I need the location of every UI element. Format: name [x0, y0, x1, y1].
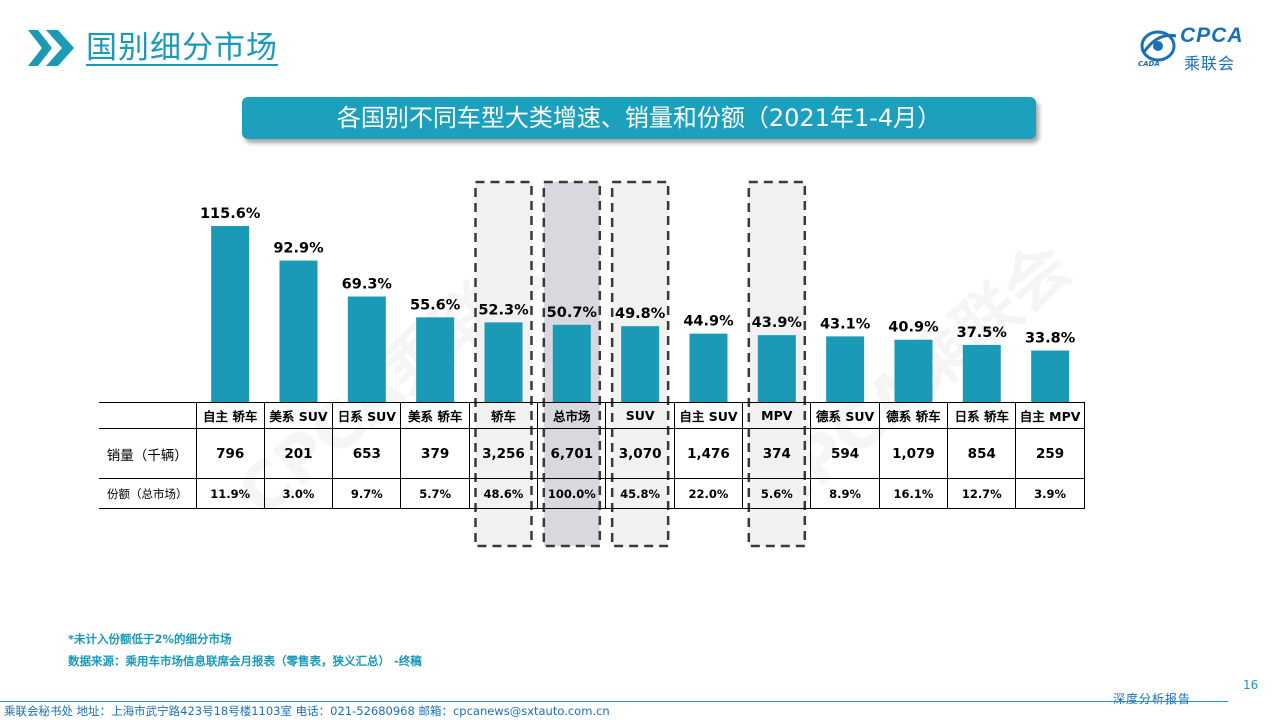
table-cell: 45.8%: [605, 478, 675, 509]
page-title: 国别细分市场: [86, 30, 278, 66]
report-label: 深度分析报告: [1113, 692, 1192, 706]
data-label: 40.9%: [888, 320, 939, 336]
table-cell: 374: [742, 428, 812, 479]
data-label: 55.6%: [410, 297, 461, 313]
logo-cn-text: 乘联会: [1184, 54, 1236, 73]
footer-contact: 乘联会秘书处 地址：上海市武宁路423号18号楼1103室 电话：021-526…: [4, 704, 610, 718]
bar: [552, 324, 591, 402]
table-cell: 48.6%: [468, 478, 539, 509]
note-line: 数据来源：乘用车市场信息联席会月报表（零售表，狭义汇总） -终稿: [68, 654, 422, 668]
data-label: 44.9%: [683, 314, 734, 330]
row-header: 份额（总市场）: [99, 478, 197, 509]
bar: [279, 260, 318, 402]
data-label: 52.3%: [478, 302, 529, 318]
table-cell: 854: [947, 428, 1017, 479]
category-tick-label: 德系 SUV: [810, 402, 880, 429]
table-cell: 3,256: [468, 428, 539, 479]
table-cell: 201: [263, 428, 334, 479]
table-cell: 11.9%: [195, 478, 265, 509]
table-cell: 1,476: [673, 428, 744, 479]
bar: [416, 317, 455, 402]
table-cell: 6,701: [537, 428, 607, 479]
data-label: 92.9%: [273, 241, 324, 257]
cpca-globe-icon: [1140, 30, 1177, 62]
bar: [1031, 350, 1070, 402]
category-tick-label: SUV: [605, 402, 675, 429]
table-cell: 1,079: [878, 428, 949, 479]
data-label: 50.7%: [547, 305, 598, 321]
bar: [757, 335, 796, 402]
logo-sub-text: CADA: [1138, 60, 1160, 68]
table-cell: 3.9%: [1015, 478, 1085, 509]
row-header: 销量（千辆）: [99, 428, 197, 479]
chart-banner-title: 各国别不同车型大类增速、销量和份额（2021年1-4月）: [242, 97, 1036, 139]
data-label: 43.9%: [752, 315, 803, 331]
category-tick-label: 美系 轿车: [400, 402, 470, 429]
category-tick-label: 日系 轿车: [947, 402, 1017, 429]
cpca-logo: CADA CPCA 乘联会: [1136, 22, 1260, 74]
table-cell: 5.7%: [400, 478, 470, 509]
table-cell: 3.0%: [263, 478, 334, 509]
table-cell: 594: [810, 428, 880, 479]
table-cell: 12.7%: [947, 478, 1017, 509]
table-cell: 379: [400, 428, 470, 479]
table-row: 份额（总市场） 11.9% 3.0% 9.7% 5.7% 48.6% 100.0% 45.8%…: [99, 478, 1085, 509]
category-tick-label: 总市场: [537, 402, 607, 429]
notes: *未计入份额低于2%的细分市场 数据来源：乘用车市场信息联席会月报表（零售表，狭…: [68, 628, 422, 672]
bar: [211, 226, 250, 402]
data-label: 49.8%: [615, 306, 666, 322]
logo-en-text: CPCA: [1180, 24, 1244, 47]
table-cell: 653: [332, 428, 402, 479]
table-cell: 3,070: [605, 428, 675, 479]
table-row: 销量（千辆） 796 201 653 379 3,256 6,701 3,070 1,476 37…: [99, 428, 1085, 479]
bar: [894, 339, 933, 402]
bar: [826, 336, 865, 402]
footer-divider: [0, 701, 1228, 702]
table-cell: 22.0%: [673, 478, 744, 509]
data-label: 69.3%: [342, 276, 393, 292]
note-line: *未计入份额低于2%的细分市场: [68, 632, 232, 646]
table-cell: 100.0%: [537, 478, 607, 509]
bar: [962, 344, 1001, 402]
data-table: 自主 轿车 美系 SUV 日系 SUV 美系 轿车 轿车 总市场 SUV 自主 SUV MPV 德…: [99, 402, 1085, 509]
table-cell: 9.7%: [332, 478, 402, 509]
bar: [621, 326, 660, 402]
page-number: 16: [1243, 678, 1259, 692]
category-tick-label: 美系 SUV: [263, 402, 334, 429]
bar: [347, 296, 386, 402]
table-cell: 8.9%: [810, 478, 880, 509]
table-cell: 5.6%: [742, 478, 812, 509]
table-cell: 796: [195, 428, 265, 479]
category-tick-label: 日系 SUV: [332, 402, 402, 429]
data-label: 115.6%: [200, 206, 261, 222]
category-tick-label: 德系 轿车: [878, 402, 949, 429]
bar: [484, 322, 523, 402]
data-label: 33.8%: [1025, 331, 1076, 347]
bar: [689, 333, 728, 402]
table-cell: 16.1%: [878, 478, 949, 509]
data-label: 37.5%: [957, 325, 1008, 341]
table-corner-cell: [99, 402, 197, 429]
category-tick-label: 轿车: [468, 402, 539, 429]
data-label: 43.1%: [820, 316, 871, 332]
category-tick-label: 自主 MPV: [1015, 402, 1085, 429]
category-tick-label: MPV: [742, 402, 812, 429]
category-tick-label: 自主 轿车: [195, 402, 265, 429]
table-cell: 259: [1015, 428, 1085, 479]
category-tick-label: 自主 SUV: [673, 402, 744, 429]
double-chevron-icon: [28, 30, 74, 66]
